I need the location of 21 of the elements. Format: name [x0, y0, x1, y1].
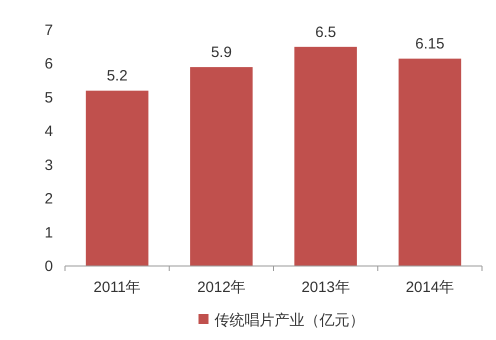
x-tick-label: 2012年: [197, 279, 246, 296]
y-tick-label: 7: [44, 22, 53, 39]
y-tick-label: 2: [44, 190, 53, 208]
data-label: 6.15: [415, 36, 444, 53]
bar: [398, 58, 462, 266]
data-label: 6.5: [315, 24, 336, 41]
data-label: 5.9: [210, 44, 232, 62]
y-tick-label: 5: [44, 89, 53, 106]
y-tick-label: 0: [44, 258, 53, 275]
data-label: 5.2: [106, 68, 128, 85]
y-tick-label: 6: [44, 56, 53, 73]
y-tick-label: 3: [44, 156, 53, 174]
x-tick-label: 2013年: [301, 279, 350, 296]
bar: [190, 67, 253, 266]
x-tick-label: 2011年: [93, 279, 141, 296]
bar: [294, 46, 357, 266]
legend-label: 传统唱片产业（亿元）: [214, 312, 364, 329]
bar: [86, 90, 148, 266]
x-tick-label: 2014年: [406, 279, 454, 296]
y-tick-label: 1: [44, 224, 53, 242]
y-tick-label: 4: [44, 123, 53, 140]
